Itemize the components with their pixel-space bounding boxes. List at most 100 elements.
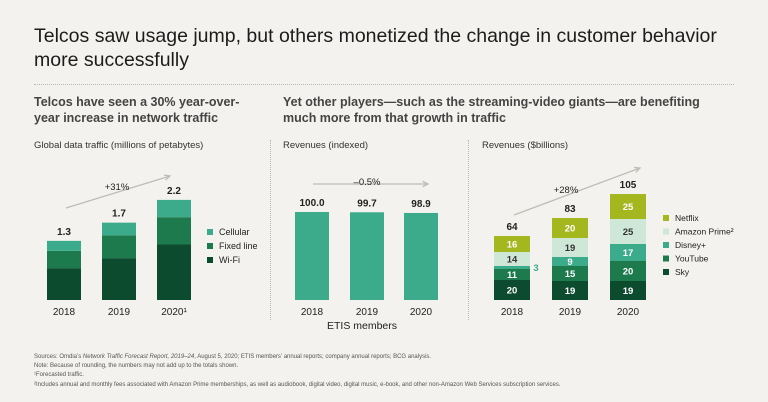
chart3-bar-segment: [552, 257, 588, 266]
chart1-legend-swatch: [207, 257, 213, 263]
footnote-2: ²Includes annual and monthly fees associ…: [34, 381, 561, 388]
chart3-segment-label: 11: [507, 270, 518, 281]
chart3-bar-segment: [494, 252, 530, 266]
chart3-segment-label: 17: [623, 248, 634, 259]
divider: [34, 84, 734, 85]
subtitle-left: Telcos have seen a 30% year-over-year in…: [34, 95, 240, 125]
chart2-bar: [350, 212, 384, 300]
chart1-total-label: 1.7: [112, 209, 126, 220]
chart3-segment-label: 19: [565, 286, 576, 297]
chart3-segment-label: 25: [623, 227, 634, 238]
chart3-legend-label: Disney+: [675, 240, 706, 250]
chart1-trend-arrow: [65, 175, 171, 209]
chart3-legend-swatch: [663, 228, 669, 235]
chart3-bar-segment: [552, 281, 588, 300]
chart3-segment-label: 3: [533, 263, 538, 274]
chart1-x-tick: 2020¹: [161, 307, 187, 318]
chart3-trend-arrow: [513, 167, 641, 216]
chart3-bar-segment: [610, 281, 646, 300]
chart3-segment-label: 20: [507, 286, 518, 297]
chart1-bar-segment: [102, 258, 136, 300]
chart3-legend-label: Sky: [675, 267, 690, 277]
chart3-bar-segment: [494, 280, 530, 300]
chart1-bar-segment: [47, 268, 81, 300]
chart1-x-tick: 2018: [53, 307, 76, 318]
chart1-trend-arrow-head: [163, 174, 172, 181]
chart2-x-tick: 2018: [301, 307, 324, 318]
chart1-legend-swatch: [207, 243, 213, 249]
chart3-legend-swatch: [663, 269, 669, 275]
separator-2: [468, 140, 469, 320]
chart3-total-label: 83: [564, 204, 576, 215]
chart2-value-label: 99.7: [357, 198, 377, 209]
chart1-bar-segment: [157, 217, 191, 245]
chart1-total-label: 1.3: [57, 227, 71, 238]
chart3-x-tick: 2019: [559, 307, 582, 318]
chart3-segment-label: 9: [567, 257, 572, 268]
footnotes: Sources: Omdia’s Network Traffic Forecas…: [34, 353, 744, 390]
separator-1: [270, 140, 271, 320]
chart3-segment-label: 20: [565, 224, 576, 235]
chart3-bar-segment: [610, 194, 646, 219]
chart1-total-label: 2.2: [167, 186, 181, 197]
chart3-x-tick: 2020: [617, 307, 640, 318]
chart3-total-label: 105: [620, 180, 637, 191]
chart1-legend-label: Wi-Fi: [219, 255, 240, 265]
chart3-bar-segment: [610, 219, 646, 244]
chart1-bar-segment: [47, 250, 81, 269]
chart3-bar-segment: [494, 269, 530, 280]
chart3-title: Revenues ($billions): [482, 140, 569, 151]
chart1-legend-label: Cellular: [219, 227, 250, 237]
chart1-bar-segment: [102, 235, 136, 259]
chart3-segment-label: 19: [565, 243, 576, 254]
chart1-legend-label: Fixed line: [219, 241, 258, 251]
chart1-annotation: +31%: [105, 182, 130, 193]
chart2-value-label: 100.0: [299, 198, 324, 209]
chart2-trend-arrow-head: [422, 180, 430, 188]
chart3-legend-label: Amazon Prime²: [675, 227, 734, 237]
rounding-note: Note: Because of rounding, the numbers m…: [34, 363, 239, 370]
chart1-bar-segment: [102, 222, 136, 236]
chart3-segment-label: 25: [623, 202, 634, 213]
chart3-legend-swatch: [663, 255, 669, 262]
chart3-legend-swatch: [663, 242, 669, 248]
chart3-segment-label: 15: [565, 269, 576, 280]
chart3-legend-label: YouTube: [675, 254, 709, 264]
chart3-bar-segment: [610, 244, 646, 261]
chart3-segment-label: 16: [507, 240, 518, 251]
chart3-bar-segment: [552, 218, 588, 238]
chart3-annotation: +28%: [554, 185, 579, 196]
chart3-legend-label: Netflix: [675, 213, 699, 223]
chart1-bar-segment: [157, 199, 191, 218]
chart3-bar-segment: [610, 261, 646, 281]
chart2-bar: [295, 212, 329, 300]
chart3-x-tick: 2018: [501, 307, 524, 318]
page-title: Telcos saw usage jump, but others moneti…: [34, 25, 717, 71]
subtitle-right: Yet other players—such as the streaming-…: [283, 95, 700, 125]
chart2-xlabel: ETIS members: [326, 320, 397, 332]
chart2-value-label: 98.9: [411, 199, 431, 210]
chart3-trend-arrow-head: [633, 166, 642, 173]
chart1-legend-swatch: [207, 229, 213, 235]
chart3-segment-label: 20: [623, 267, 634, 278]
chart2-x-tick: 2019: [356, 307, 379, 318]
chart2-title: Revenues (indexed): [283, 140, 369, 151]
chart1-bar-segment: [157, 244, 191, 300]
chart1-x-tick: 2019: [108, 307, 131, 318]
chart1-title: Global data traffic (millions of petabyt…: [34, 140, 204, 151]
footnote-1: ¹Forecasted traffic.: [34, 372, 84, 379]
chart3-bar-segment: [494, 266, 530, 269]
chart2-bar: [404, 212, 438, 300]
chart2-annotation: –0.5%: [354, 177, 381, 188]
source-note: Sources: Omdia’s Network Traffic Forecas…: [34, 354, 432, 360]
chart3-bar-segment: [552, 266, 588, 281]
chart3-segment-label: 19: [623, 286, 634, 297]
chart1-bar-segment: [47, 240, 81, 251]
chart3-segment-label: 14: [507, 255, 518, 266]
chart2-x-tick: 2020: [410, 307, 433, 318]
chart3-legend-swatch: [663, 215, 669, 221]
chart3-bar-segment: [494, 236, 530, 252]
chart3-total-label: 64: [506, 222, 518, 233]
chart3-bar-segment: [552, 238, 588, 257]
